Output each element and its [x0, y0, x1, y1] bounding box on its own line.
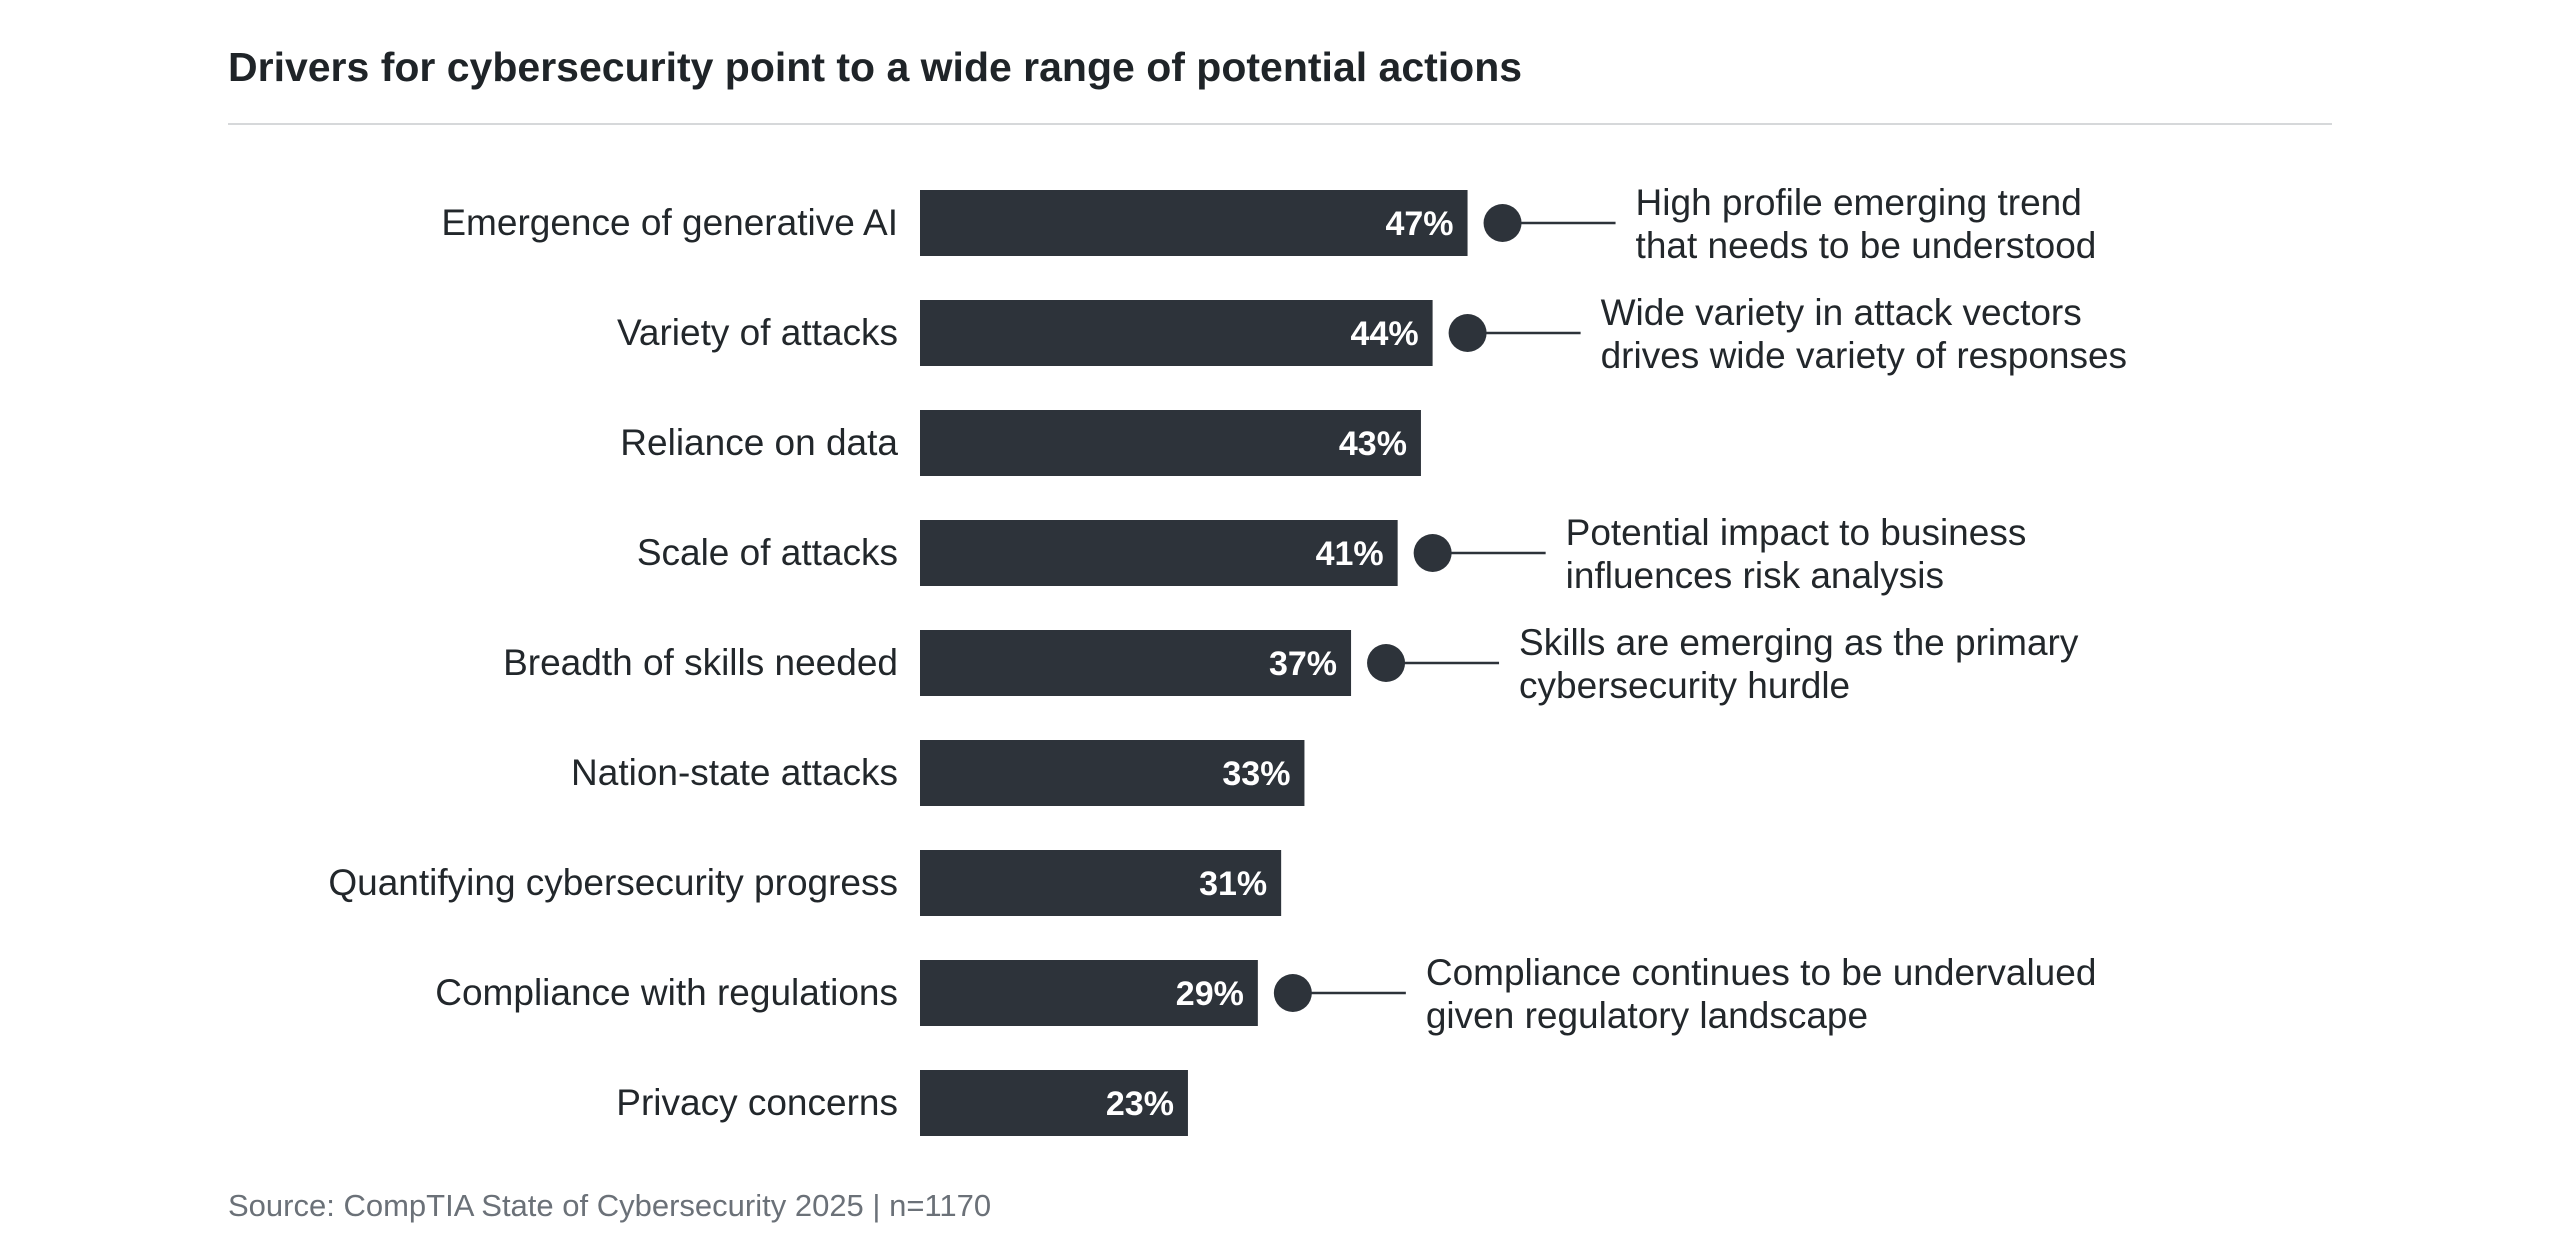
category-labels-layer: Emergence of generative AI Variety of att… [328, 202, 898, 1123]
category-label-emergence-of-generative-ai: Emergence of generative AI [441, 202, 898, 243]
callout-dot-compliance-with-regulations [1273, 974, 1312, 1012]
value-label-privacy-concerns: 23% [1106, 1085, 1174, 1123]
callout-dot-scale-of-attacks [1413, 534, 1452, 572]
category-label-quantifying-cybersecurity-progress: Quantifying cybersecurity progress [328, 862, 898, 903]
value-label-quantifying-cybersecurity-progress: 31% [1199, 865, 1267, 903]
annotation-compliance-with-regulations: Compliance continues to be undervalued gi… [1426, 952, 2097, 1036]
value-label-emergence-of-generative-ai: 47% [1385, 205, 1453, 243]
source-note: Source: CompTIA State of Cybersecurity 2… [228, 1188, 992, 1223]
annotation-scale-of-attacks: Potential impact to business influences r… [1566, 512, 2027, 596]
value-label-reliance-on-data: 43% [1339, 425, 1407, 463]
bar-nation-state-attacks [920, 740, 1305, 806]
bar-scale-of-attacks [920, 520, 1398, 586]
annotations-layer: High profile emerging trend that needs to… [1273, 182, 2127, 1036]
title-divider [228, 123, 2332, 125]
category-label-scale-of-attacks: Scale of attacks [637, 532, 898, 573]
annotation-line: High profile emerging trend [1636, 182, 2082, 223]
annotation-line: Skills are emerging as the primary [1519, 622, 2079, 663]
value-label-nation-state-attacks: 33% [1222, 755, 1290, 793]
value-label-breadth-of-skills-needed: 37% [1269, 645, 1337, 683]
annotation-line: drives wide variety of responses [1601, 335, 2127, 376]
annotation-line: Compliance continues to be undervalued [1426, 952, 2097, 993]
callout-dot-variety-of-attacks [1448, 314, 1487, 352]
annotation-line: Potential impact to business [1566, 512, 2027, 553]
bar-variety-of-attacks [920, 300, 1433, 366]
category-label-compliance-with-regulations: Compliance with regulations [435, 972, 898, 1013]
value-label-scale-of-attacks: 41% [1316, 535, 1384, 573]
category-label-privacy-concerns: Privacy concerns [616, 1082, 898, 1123]
annotation-line: cybersecurity hurdle [1519, 665, 1850, 706]
category-label-nation-state-attacks: Nation-state attacks [571, 752, 898, 793]
value-label-compliance-with-regulations: 29% [1176, 975, 1244, 1013]
category-label-breadth-of-skills-needed: Breadth of skills needed [503, 642, 898, 683]
bar-compliance-with-regulations [920, 960, 1258, 1026]
annotation-breadth-of-skills-needed: Skills are emerging as the primary cybers… [1519, 622, 2079, 706]
annotation-variety-of-attacks: Wide variety in attack vectors drives wid… [1601, 292, 2127, 376]
annotation-line: given regulatory landscape [1426, 995, 1868, 1036]
value-label-variety-of-attacks: 44% [1351, 315, 1419, 353]
bar-breadth-of-skills-needed [920, 630, 1352, 696]
callout-dot-breadth-of-skills-needed [1367, 644, 1406, 682]
annotation-line: Wide variety in attack vectors [1601, 292, 2082, 333]
bar-reliance-on-data [920, 410, 1421, 476]
bar-quantifying-cybersecurity-progress [920, 850, 1282, 916]
annotation-emergence-of-generative-ai: High profile emerging trend that needs to… [1636, 182, 2097, 266]
callout-dot-emergence-of-generative-ai [1483, 204, 1522, 242]
category-label-reliance-on-data: Reliance on data [620, 422, 898, 463]
annotation-line: influences risk analysis [1566, 555, 1944, 596]
bar-privacy-concerns [920, 1070, 1188, 1136]
annotation-line: that needs to be understood [1636, 225, 2097, 266]
category-label-variety-of-attacks: Variety of attacks [617, 312, 898, 353]
bars-layer: 47% 44% 43% 41% 37% 33% 31% 29% 23% [920, 190, 1468, 1136]
bar-emergence-of-generative-ai [920, 190, 1468, 256]
page-title: Drivers for cybersecurity point to a wid… [228, 44, 1523, 90]
